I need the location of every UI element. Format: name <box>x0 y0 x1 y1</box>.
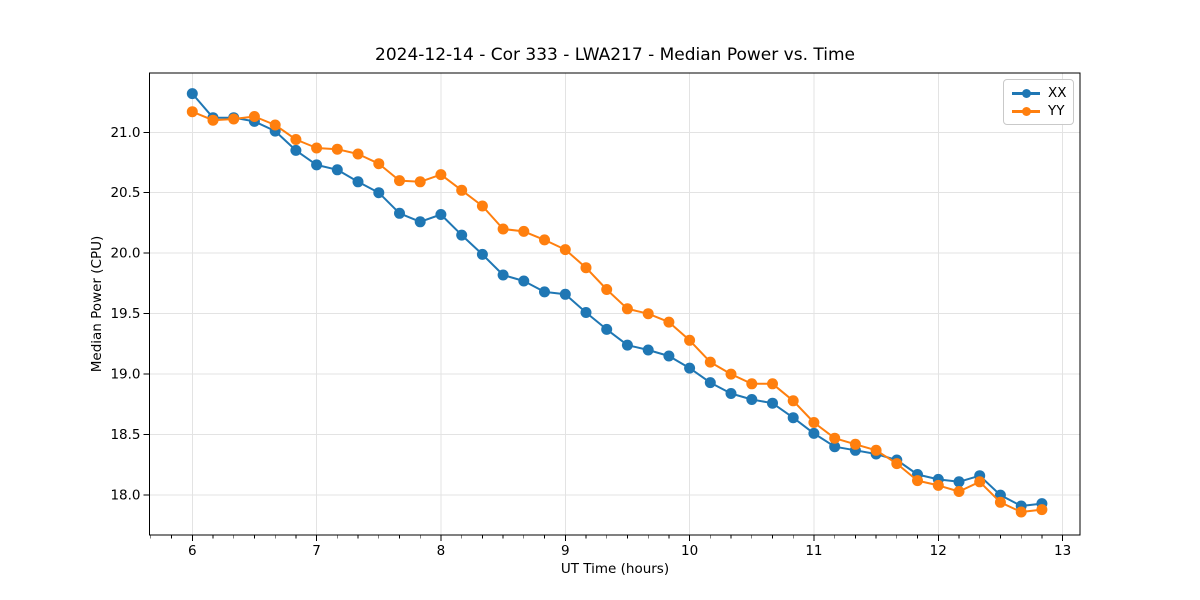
series-xx-markers <box>186 88 1048 512</box>
plot-border <box>149 72 1081 536</box>
legend-item-xx: XX <box>1012 84 1067 102</box>
svg-text:20.0: 20.0 <box>110 246 140 262</box>
series-yy-line <box>191 110 1043 513</box>
legend-item-yy: YY <box>1012 102 1066 120</box>
svg-text:12: 12 <box>930 543 947 559</box>
svg-text:6: 6 <box>188 543 197 559</box>
legend-label-yy: YY <box>1048 103 1065 119</box>
svg-text:18.0: 18.0 <box>110 488 140 504</box>
svg-text:7: 7 <box>312 543 321 559</box>
svg-text:10: 10 <box>681 543 698 559</box>
x-axis-label: UT Time (hours) <box>560 561 670 577</box>
svg-text:19.0: 19.0 <box>110 367 140 383</box>
svg-text:18.5: 18.5 <box>110 427 140 443</box>
svg-text:11: 11 <box>805 543 822 559</box>
y-axis-label: Median Power (CPU) <box>89 235 105 373</box>
axis-ticks <box>143 131 1064 541</box>
svg-text:20.5: 20.5 <box>110 185 140 201</box>
svg-text:21.0: 21.0 <box>110 125 140 141</box>
legend: XX YY <box>1003 79 1074 125</box>
svg-text:8: 8 <box>437 543 446 559</box>
svg-text:9: 9 <box>561 543 570 559</box>
chart-title: 2024-12-14 - Cor 333 - LWA217 - Median P… <box>375 45 855 65</box>
legend-line-marker-sample-xx <box>1012 88 1040 99</box>
svg-text:13: 13 <box>1054 543 1071 559</box>
legend-line-marker-sample-yy <box>1012 106 1040 117</box>
y-tick-labels: 18.0 18.5 19.0 19.5 20.0 20.5 21.0 <box>110 125 140 504</box>
legend-label-xx: XX <box>1048 85 1067 101</box>
x-tick-labels: 6 7 8 9 10 11 12 13 <box>188 543 1071 559</box>
grid-lines <box>149 73 1080 535</box>
svg-text:19.5: 19.5 <box>110 306 140 322</box>
series-yy-markers <box>186 106 1048 518</box>
